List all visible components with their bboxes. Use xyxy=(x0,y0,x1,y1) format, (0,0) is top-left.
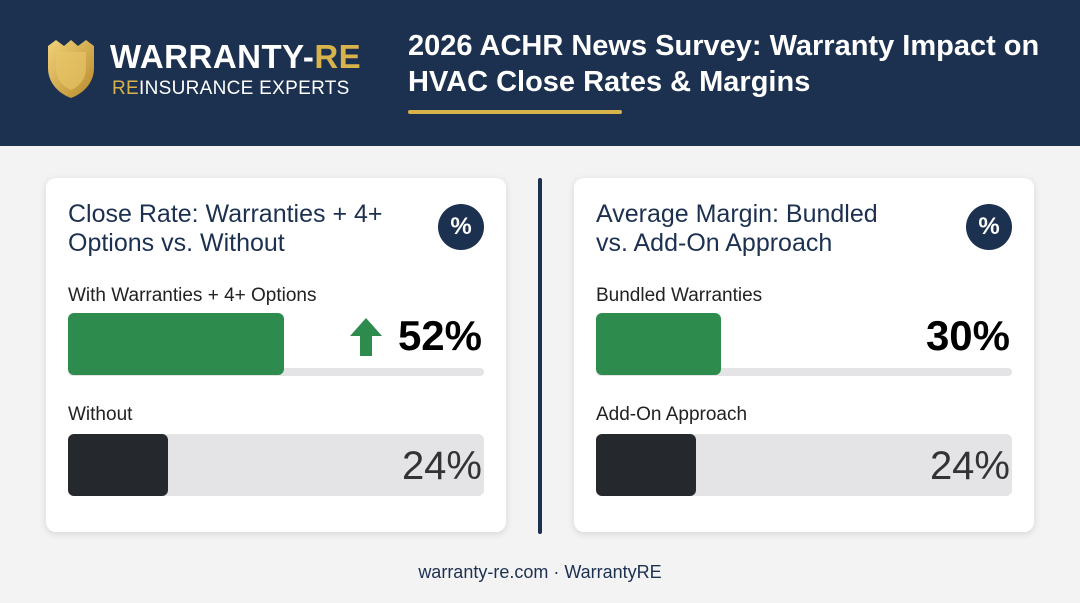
percent-icon: % xyxy=(438,204,484,250)
shield-logo-icon xyxy=(48,40,94,98)
bar-track xyxy=(68,313,484,376)
data-label: 24% xyxy=(401,444,482,488)
close-rate-card: Close Rate: Warranties + 4+ Options vs. … xyxy=(46,178,506,532)
title-underline xyxy=(408,110,622,114)
bar-label: With Warranties + 4+ Options xyxy=(68,285,317,306)
arrow-up-icon xyxy=(350,318,382,356)
bar-label: Bundled Warranties xyxy=(596,285,763,306)
data-label: 52% xyxy=(397,312,482,359)
bar xyxy=(68,434,168,496)
bar-track xyxy=(596,434,1012,496)
brand-tagline: REINSURANCE EXPERTS xyxy=(112,78,350,99)
brand-name: WARRANTY-RE xyxy=(110,38,362,75)
margin-card: Average Margin: Bundled vs. Add-On Appro… xyxy=(574,178,1034,532)
percent-icon: % xyxy=(966,204,1012,250)
brand-logo: WARRANTY-RE REINSURANCE EXPERTS xyxy=(44,36,364,106)
bar xyxy=(596,434,696,496)
bar-label: Without xyxy=(68,404,133,425)
bar-label: Add-On Approach xyxy=(596,404,748,425)
bar xyxy=(68,313,284,375)
bar-track xyxy=(68,434,484,496)
page-title: 2026 ACHR News Survey: Warranty Impact o… xyxy=(408,30,1040,98)
bar xyxy=(596,313,721,375)
divider xyxy=(538,178,542,534)
card-title: Close Rate: Warranties + 4+ Options vs. … xyxy=(68,200,383,257)
header-banner: WARRANTY-RE REINSURANCE EXPERTS 2026 ACH… xyxy=(0,0,1080,146)
data-label: 30% xyxy=(925,312,1010,359)
data-label: 24% xyxy=(929,444,1010,488)
footer-text: warranty-re.com · WarrantyRE xyxy=(418,562,662,582)
card-title: Average Margin: Bundled vs. Add-On Appro… xyxy=(596,200,878,257)
bar-track xyxy=(596,313,1012,376)
